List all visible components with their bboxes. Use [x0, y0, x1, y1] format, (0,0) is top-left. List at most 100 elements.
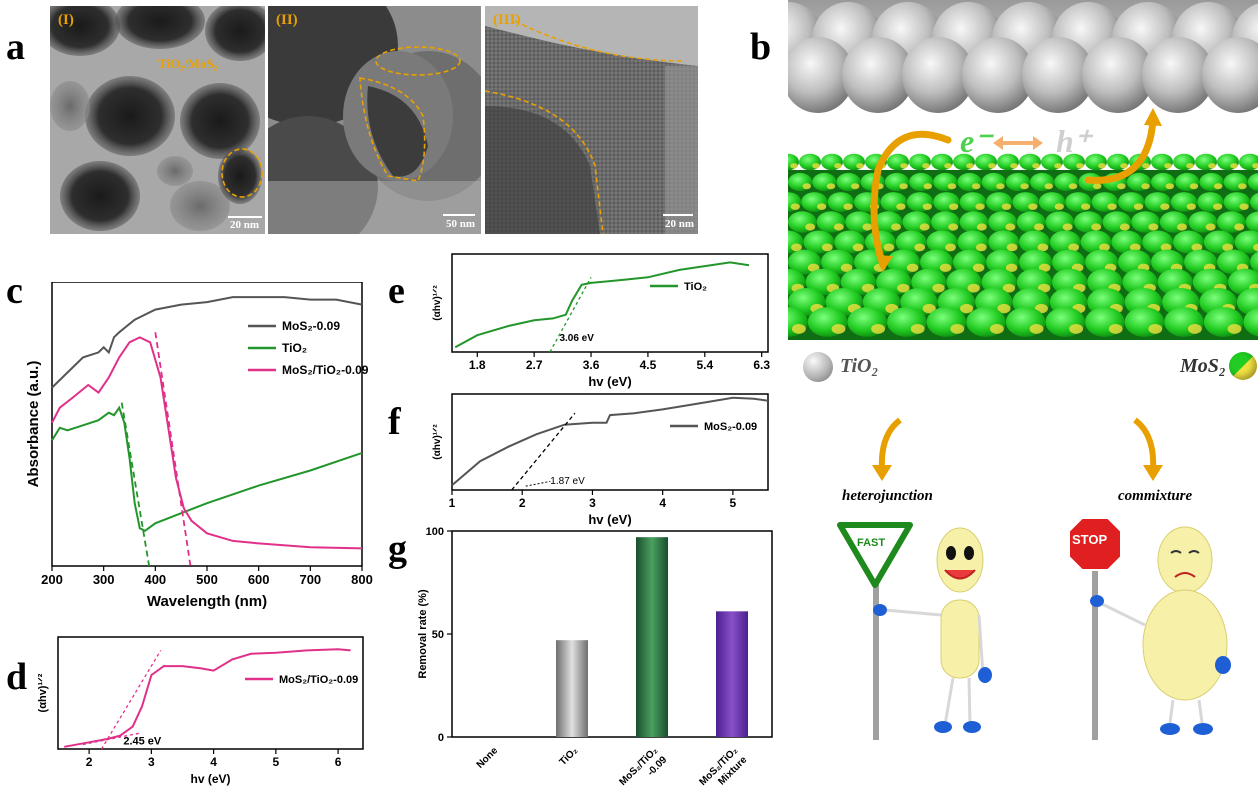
- heterojunction-label: heterojunction: [842, 488, 933, 504]
- stop-character-illustration: [1068, 517, 1231, 740]
- mos2-sulfur-spot: [910, 323, 925, 334]
- tio2-layer: [788, 2, 1258, 113]
- scale-bar: [663, 214, 693, 216]
- hole-arrow-head: [1144, 108, 1162, 126]
- chart-d-tauc: 2 3 4 5 6 hv (eV) (αhv)¹ᐟ² MoS₂/TiO₂-0.09 2.45 e…: [37, 636, 364, 786]
- mos2-sulfur-spot: [890, 223, 901, 231]
- panel-letter-f: f: [388, 401, 401, 443]
- y-axis-label: (αhv)¹ᐟ²: [432, 424, 443, 460]
- y-axis-label: (αhv)¹ᐟ²: [37, 673, 49, 712]
- mos2-sulfur-spot: [1099, 243, 1110, 252]
- mos2-sulfur-spot: [966, 163, 974, 169]
- tio2-sphere-icon: [803, 352, 833, 382]
- mos2-sulfur-spot: [1091, 223, 1102, 231]
- mos2-sulfur-spot: [812, 163, 820, 169]
- mos2-sulfur-spot: [1239, 203, 1249, 210]
- curved-arrow-left-icon: [872, 417, 902, 481]
- panel-letter-g: g: [388, 528, 407, 570]
- stop-sign-icon: [1068, 517, 1122, 571]
- mos2-sulfur-spot: [1068, 243, 1080, 252]
- electron-arrow-head: [876, 255, 893, 272]
- panel-letter-d: d: [6, 656, 28, 698]
- legend-label: MoS₂/TiO₂-0.09: [279, 674, 358, 686]
- x-tick-label: 4: [210, 755, 217, 769]
- mos2-sulfur-spot: [817, 203, 827, 210]
- mos2-sulfur-spot: [1010, 163, 1018, 169]
- mos2-sulfur-spot: [922, 163, 930, 169]
- x-category-label-line: None: [475, 745, 501, 771]
- x-axis-label: hv (eV): [190, 772, 230, 786]
- x-tick-label: 5.4: [696, 358, 713, 372]
- panel-letter-b: b: [750, 26, 772, 68]
- mos2-sulfur-spot: [922, 303, 936, 314]
- tio2-sphere: [788, 37, 854, 113]
- mos2-sulfur-spot: [871, 323, 886, 334]
- schematic-illustration: e⁻ h⁺: [788, 0, 1258, 340]
- mos2-sulfur-spot: [1189, 183, 1199, 190]
- mos2-sphere: [1245, 211, 1258, 233]
- mos2-sulfur-spot: [1020, 183, 1029, 190]
- mos2-sulfur-spot: [1068, 183, 1078, 190]
- tem-image-1: (I) TiO₂/MoS₂ 20 nm: [50, 6, 265, 234]
- x-tick-label: 1: [449, 496, 456, 510]
- bandgap-annotation: 3.06 eV: [559, 333, 594, 344]
- tem-annotation: TiO₂/MoS₂: [158, 56, 218, 71]
- mos2-sulfur-spot: [1038, 263, 1051, 272]
- mos2-sulfur-spot: [1006, 243, 1018, 252]
- mos2-sulfur-spot: [906, 263, 919, 272]
- x-tick-label: 4: [659, 496, 666, 510]
- scale-label: 50 nm: [446, 218, 476, 230]
- panel-letter-e: e: [388, 270, 405, 312]
- mos2-sulfur-spot: [850, 183, 860, 190]
- mos2-sulfur-spot: [1117, 183, 1126, 190]
- mos2-sulfur-spot: [1227, 323, 1242, 334]
- mos2-layer: [788, 153, 1258, 337]
- tem-image-1-label: (I): [58, 12, 74, 28]
- mos2-sphere: [1234, 230, 1258, 254]
- mos2-sulfur-spot: [997, 303, 1011, 314]
- mos2-sulfur-spot: [791, 243, 802, 252]
- series-line: [454, 261, 750, 349]
- bar: [636, 537, 668, 737]
- mos2-sulfur-spot: [790, 163, 798, 169]
- legend-label: MoS₂/TiO₂-0.09: [282, 363, 369, 377]
- x-category-label: TiO₂: [558, 745, 581, 768]
- mos2-sulfur-spot: [1165, 183, 1174, 190]
- legend-label: TiO₂: [282, 341, 307, 355]
- x-category-label: None: [475, 745, 501, 771]
- mos2-sulfur-spot: [996, 183, 1005, 190]
- x-tick-label: 300: [93, 572, 115, 587]
- x-axis-label: hv (eV): [588, 512, 631, 527]
- mos2-sulfur-spot: [1191, 243, 1203, 252]
- mos2-sulfur-spot: [1037, 243, 1049, 252]
- electron-arrow: [870, 130, 952, 269]
- scale-label: 20 nm: [665, 218, 695, 230]
- mos2-sulfur-spot: [1062, 223, 1073, 231]
- x-tick-label: 6.3: [753, 358, 770, 372]
- mos2-sulfur-spot: [967, 283, 980, 293]
- mos2-sulfur-spot: [976, 223, 987, 231]
- mos2-sulfur-spot: [1230, 163, 1238, 169]
- signpost-pole: [1092, 565, 1098, 740]
- character-head: [936, 527, 984, 593]
- mos2-sulfur-spot: [975, 243, 987, 252]
- y-axis-label: Removal rate (%): [417, 589, 429, 679]
- x-tick-label: 2.7: [526, 358, 543, 372]
- mos2-sulfur-spot: [932, 283, 945, 293]
- transfer-arrow-right-head: [1033, 136, 1043, 150]
- mos2-sulfur-spot: [900, 163, 908, 169]
- mos2-sulfur-spot: [1186, 203, 1196, 210]
- series-line: [64, 648, 351, 748]
- mos2-sulfur-spot: [1208, 163, 1216, 169]
- legend-label: MoS₂-0.09: [282, 319, 340, 333]
- mos2-sphere-icon: [1229, 352, 1257, 380]
- mos2-sulfur-spot: [899, 183, 908, 190]
- mos2-sulfur-spot: [1076, 163, 1084, 169]
- y-axis-label: (αhv)¹ᐟ²: [432, 285, 443, 321]
- mos2-legend-label: MoS₂: [1180, 355, 1226, 377]
- tem-image-2-label: (II): [276, 12, 298, 28]
- plot-frame: [451, 393, 769, 491]
- x-category-label-line: TiO₂: [558, 745, 581, 768]
- hole-label: h⁺: [1056, 123, 1091, 159]
